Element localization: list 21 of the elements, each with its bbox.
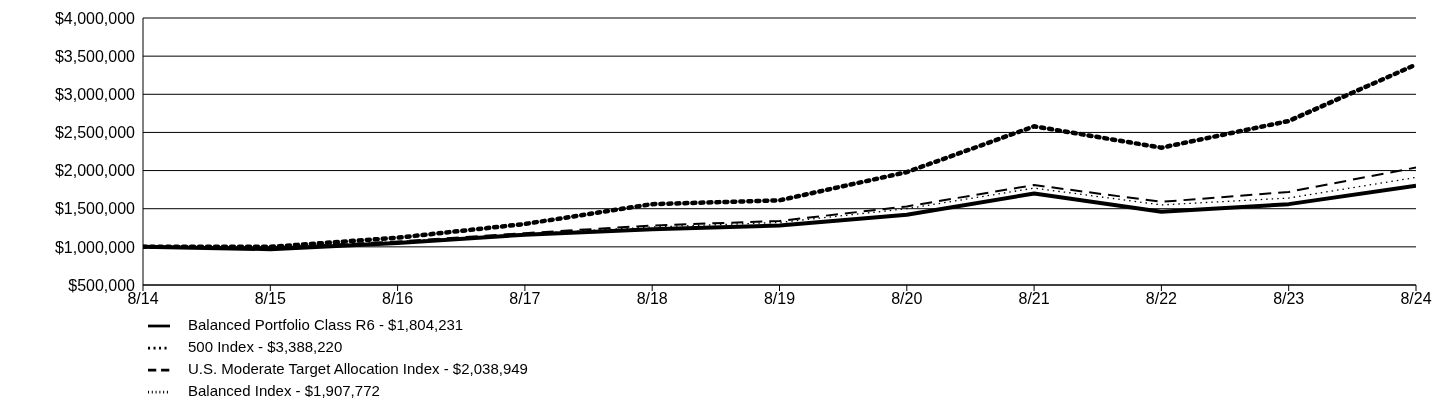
y-tick-label: $1,000,000: [54, 238, 136, 256]
legend-label: Balanced Portfolio Class R6 - $1,804,231: [188, 315, 464, 333]
x-tick-label: 8/23: [1273, 290, 1305, 308]
y-tick-label: $2,000,000: [54, 162, 136, 180]
legend-label: Balanced Index - $1,907,772: [188, 381, 380, 399]
y-tick-label: $2,500,000: [54, 124, 136, 142]
y-tick-label: $1,500,000: [54, 200, 136, 218]
x-tick-label: 8/21: [1018, 290, 1050, 308]
y-tick-label: $3,000,000: [54, 85, 136, 103]
x-tick-label: 8/22: [1145, 290, 1178, 308]
legend-label: U.S. Moderate Target Allocation Index - $2,038,949: [188, 359, 528, 377]
x-tick-label: 8/24: [1400, 290, 1432, 308]
x-tick-label: 8/15: [254, 290, 286, 308]
x-tick-label: 8/16: [382, 290, 414, 308]
x-tick-label: 8/18: [636, 290, 668, 308]
y-tick-label: $4,000,000: [54, 9, 136, 27]
y-tick-label: $3,500,000: [54, 47, 136, 65]
x-tick-label: 8/17: [509, 290, 541, 308]
x-tick-label: 8/20: [891, 290, 923, 308]
x-tick-label: 8/19: [763, 290, 796, 308]
legend-label: 500 Index - $3,388,220: [188, 337, 343, 355]
